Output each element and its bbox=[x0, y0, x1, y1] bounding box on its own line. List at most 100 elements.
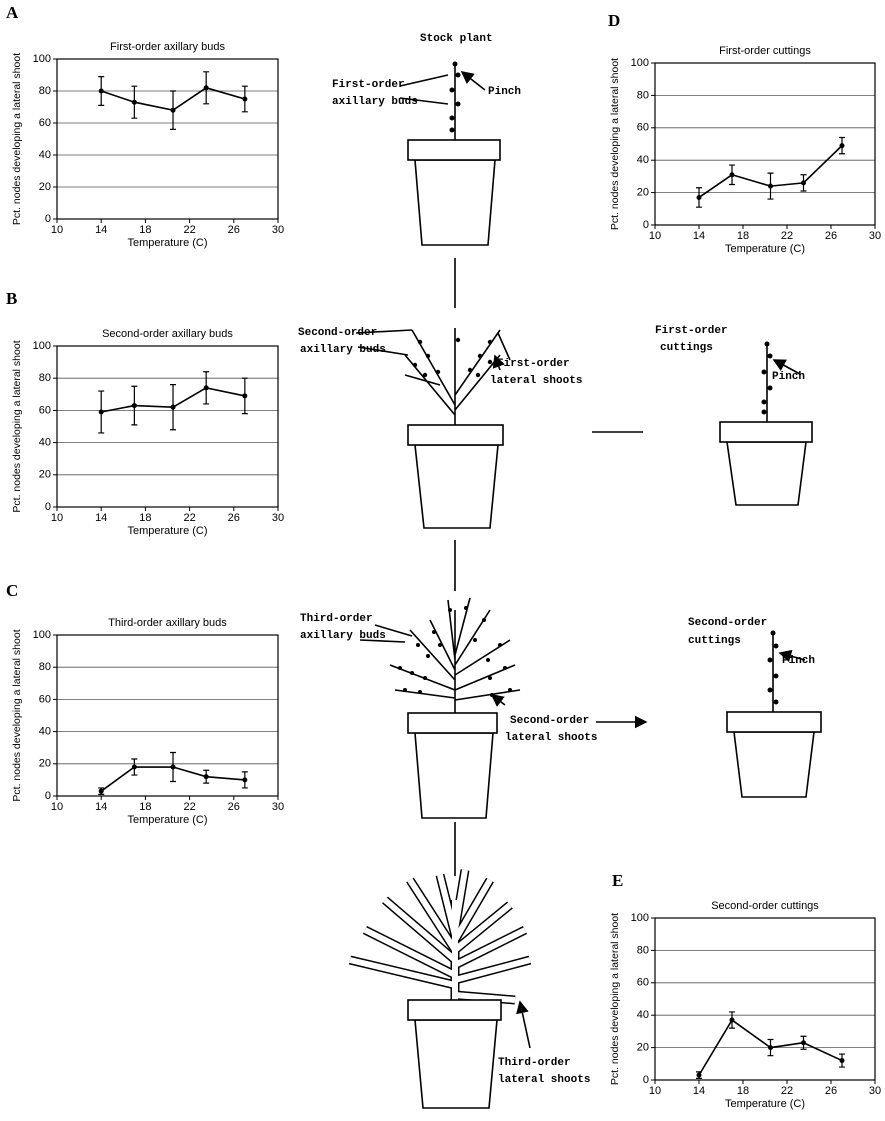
y-tick-label: 100 bbox=[33, 340, 51, 352]
x-tick-label: 18 bbox=[139, 512, 151, 524]
x-tick-label: 26 bbox=[228, 801, 240, 813]
x-tick-label: 30 bbox=[272, 512, 284, 524]
y-tick-label: 60 bbox=[637, 977, 649, 989]
x-tick-label: 14 bbox=[95, 801, 107, 813]
diagram-label: Stock plant bbox=[420, 33, 493, 45]
y-tick-label: 20 bbox=[637, 187, 649, 199]
data-point bbox=[99, 89, 104, 94]
data-point bbox=[204, 385, 209, 390]
y-tick-label: 20 bbox=[39, 469, 51, 481]
x-axis-label: Temperature (C) bbox=[725, 1098, 805, 1110]
diagram-art bbox=[350, 62, 821, 1109]
x-tick-label: 10 bbox=[51, 801, 63, 813]
diagram-label: Second-order bbox=[688, 617, 767, 629]
diagram-label: lateral shoots bbox=[490, 375, 582, 387]
y-tick-label: 80 bbox=[637, 944, 649, 956]
x-tick-label: 10 bbox=[51, 512, 63, 524]
data-point bbox=[204, 85, 209, 90]
data-point bbox=[99, 789, 104, 794]
diagram-label: First-order bbox=[497, 358, 570, 370]
diagram-label: Pinch bbox=[782, 655, 815, 667]
y-tick-label: 100 bbox=[631, 57, 649, 69]
y-tick-label: 80 bbox=[39, 85, 51, 97]
x-tick-label: 26 bbox=[825, 1085, 837, 1097]
x-tick-label: 10 bbox=[649, 230, 661, 242]
panel-label: A bbox=[6, 3, 19, 22]
x-tick-label: 22 bbox=[183, 224, 195, 236]
data-point bbox=[840, 1058, 845, 1063]
y-tick-label: 60 bbox=[637, 122, 649, 134]
diagram-label: lateral shoots bbox=[505, 732, 597, 744]
chart-title: First-order cuttings bbox=[719, 45, 811, 57]
data-point bbox=[697, 195, 702, 200]
y-axis-label: Pct. nodes developing a lateral shoot bbox=[609, 58, 621, 230]
y-tick-label: 40 bbox=[637, 1009, 649, 1021]
chart-title: Third-order axillary buds bbox=[108, 617, 227, 629]
data-point bbox=[132, 765, 137, 770]
data-point bbox=[768, 184, 773, 189]
diagram-label: lateral shoots bbox=[498, 1074, 590, 1086]
y-tick-label: 60 bbox=[39, 404, 51, 416]
x-tick-label: 30 bbox=[869, 1085, 881, 1097]
x-tick-label: 10 bbox=[649, 1085, 661, 1097]
panel-label: E bbox=[612, 871, 623, 890]
y-tick-label: 100 bbox=[631, 912, 649, 924]
diagram-label: Pinch bbox=[772, 371, 805, 383]
x-tick-label: 30 bbox=[272, 224, 284, 236]
y-tick-label: 20 bbox=[39, 181, 51, 193]
x-tick-label: 26 bbox=[825, 230, 837, 242]
data-point bbox=[242, 97, 247, 102]
x-axis-label: Temperature (C) bbox=[127, 237, 207, 249]
x-tick-label: 22 bbox=[781, 230, 793, 242]
chart-title: Second-order cuttings bbox=[711, 900, 819, 912]
x-axis-label: Temperature (C) bbox=[725, 243, 805, 255]
y-axis-label: Pct. nodes developing a lateral shoot bbox=[11, 629, 23, 801]
chart-title: First-order axillary buds bbox=[110, 41, 225, 53]
diagram-label: axillary buds bbox=[300, 630, 386, 642]
y-tick-label: 40 bbox=[39, 726, 51, 738]
data-point bbox=[801, 1040, 806, 1045]
x-tick-label: 30 bbox=[272, 801, 284, 813]
plot-frame bbox=[57, 59, 278, 219]
data-point bbox=[99, 410, 104, 415]
chart-title: Second-order axillary buds bbox=[102, 328, 233, 340]
y-tick-label: 100 bbox=[33, 629, 51, 641]
diagram-label: axillary buds bbox=[300, 344, 386, 356]
data-point bbox=[171, 765, 176, 770]
data-point bbox=[204, 774, 209, 779]
data-point bbox=[730, 1018, 735, 1023]
x-tick-label: 14 bbox=[95, 224, 107, 236]
panel-label: D bbox=[608, 11, 620, 30]
x-tick-label: 22 bbox=[183, 512, 195, 524]
x-tick-label: 26 bbox=[228, 512, 240, 524]
figure: AFirst-order axillary buds02040608010010… bbox=[0, 0, 885, 1116]
x-tick-label: 10 bbox=[51, 224, 63, 236]
x-axis-label: Temperature (C) bbox=[127, 814, 207, 826]
x-tick-label: 22 bbox=[183, 801, 195, 813]
y-axis-label: Pct. nodes developing a lateral shoot bbox=[609, 913, 621, 1085]
diagram-label: axillary buds bbox=[332, 96, 418, 108]
y-tick-label: 20 bbox=[39, 758, 51, 770]
data-point bbox=[171, 405, 176, 410]
x-tick-label: 22 bbox=[781, 1085, 793, 1097]
data-point bbox=[242, 777, 247, 782]
y-tick-label: 80 bbox=[39, 661, 51, 673]
x-tick-label: 14 bbox=[693, 1085, 705, 1097]
data-point bbox=[801, 180, 806, 185]
x-tick-label: 14 bbox=[693, 230, 705, 242]
y-tick-label: 40 bbox=[637, 154, 649, 166]
y-tick-label: 40 bbox=[39, 437, 51, 449]
data-point bbox=[730, 172, 735, 177]
y-axis-label: Pct. nodes developing a lateral shoot bbox=[11, 340, 23, 512]
x-tick-label: 18 bbox=[139, 224, 151, 236]
diagram-label: Pinch bbox=[488, 86, 521, 98]
y-tick-label: 60 bbox=[39, 117, 51, 129]
diagram-label: Third-order bbox=[498, 1057, 571, 1069]
diagram-label: cuttings bbox=[660, 342, 713, 354]
diagram-label: Second-order bbox=[510, 715, 589, 727]
plot-frame bbox=[57, 346, 278, 507]
data-point bbox=[697, 1073, 702, 1078]
x-tick-label: 26 bbox=[228, 224, 240, 236]
data-point bbox=[840, 143, 845, 148]
diagram-label: cuttings bbox=[688, 635, 741, 647]
